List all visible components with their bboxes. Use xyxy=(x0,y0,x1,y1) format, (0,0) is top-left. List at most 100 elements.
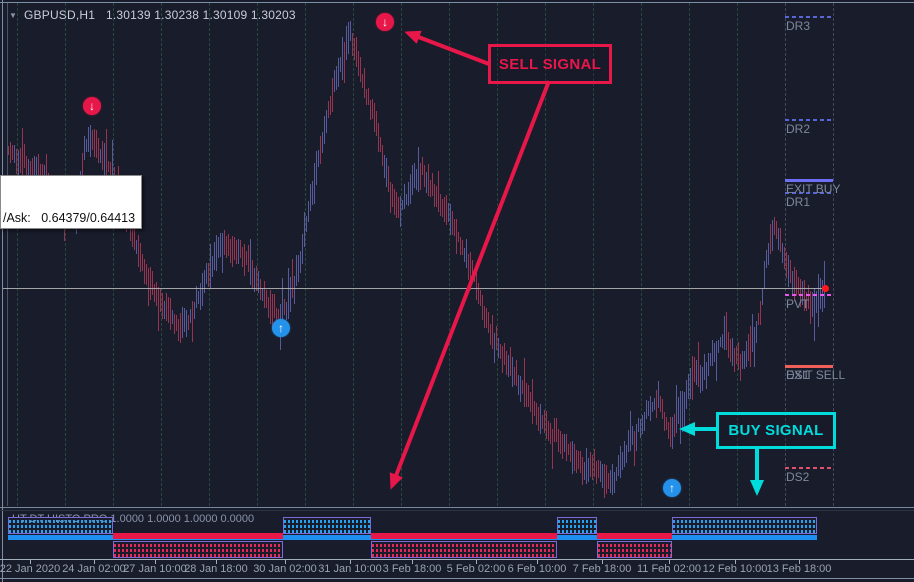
price-bar xyxy=(572,440,573,475)
time-label: 11 Feb 02:00 xyxy=(636,563,702,575)
price-bar xyxy=(580,450,581,474)
price-bar xyxy=(384,155,385,179)
down-arrow-icon: ↓ xyxy=(89,99,95,113)
price-bar xyxy=(778,227,779,251)
price-bar xyxy=(514,367,515,385)
time-tick xyxy=(537,560,538,564)
price-bar xyxy=(248,244,249,272)
histo-buy-block xyxy=(672,517,817,534)
price-bar xyxy=(344,41,345,83)
price-bar xyxy=(198,291,199,305)
price-bar xyxy=(622,451,623,470)
price-bar xyxy=(482,294,483,320)
price-bar xyxy=(330,95,331,116)
price-bar xyxy=(142,254,143,271)
price-bar xyxy=(644,412,645,432)
price-bar xyxy=(302,233,303,265)
price-bar xyxy=(626,445,627,464)
chart-left-edge xyxy=(7,3,8,506)
time-tick xyxy=(155,560,156,564)
price-bar xyxy=(428,164,429,197)
price-bar xyxy=(38,153,39,194)
price-bar xyxy=(478,283,479,304)
price-bar xyxy=(370,100,371,120)
price-bar xyxy=(818,273,819,328)
time-label: 27 Jan 10:00 xyxy=(123,563,187,575)
price-bar xyxy=(712,340,713,366)
pane-separator[interactable] xyxy=(0,507,914,508)
price-bar xyxy=(664,412,665,431)
price-bar xyxy=(586,448,587,484)
price-bar xyxy=(538,406,539,432)
price-bar xyxy=(214,242,215,270)
price-bar xyxy=(388,166,389,193)
sell-signal-box[interactable]: SELL SIGNAL xyxy=(488,44,612,84)
price-bar xyxy=(184,308,185,333)
level-label-dr2: DR2 xyxy=(786,122,811,136)
price-bar xyxy=(810,290,811,324)
price-bar xyxy=(442,199,443,218)
price-bar xyxy=(508,354,509,377)
price-bar xyxy=(222,233,223,274)
price-bar xyxy=(706,362,707,389)
price-bar xyxy=(100,149,101,164)
price-bar xyxy=(340,56,341,73)
price-bar xyxy=(238,238,239,264)
price-bar xyxy=(244,243,245,277)
price-bar xyxy=(468,253,469,280)
price-bar xyxy=(10,141,11,163)
buy-arrow-marker[interactable]: ↑ xyxy=(663,479,681,497)
price-bar xyxy=(772,220,773,251)
price-bar xyxy=(584,461,585,481)
price-bar xyxy=(770,224,771,254)
price-bar xyxy=(182,307,183,338)
price-bar xyxy=(294,275,295,304)
price-bar xyxy=(350,21,351,41)
price-bar xyxy=(276,308,277,326)
price-bar xyxy=(690,367,691,400)
period-separator xyxy=(161,3,162,506)
price-bar xyxy=(86,138,87,153)
price-bar xyxy=(640,419,641,438)
price-bar xyxy=(232,236,233,267)
price-bar xyxy=(600,461,601,483)
price-bar xyxy=(686,379,687,410)
price-bar xyxy=(486,307,487,329)
price-bar xyxy=(592,454,593,480)
price-bar xyxy=(364,68,365,98)
price-bar xyxy=(614,471,615,493)
price-bar xyxy=(208,262,209,288)
price-bar xyxy=(720,336,721,348)
price-bar xyxy=(284,298,285,316)
price-bar xyxy=(762,287,763,305)
price-bar xyxy=(292,259,293,299)
price-bar xyxy=(134,216,135,250)
period-separator xyxy=(209,3,210,506)
histo-sell-block xyxy=(371,541,557,558)
price-bar xyxy=(544,409,545,434)
time-tick xyxy=(412,560,413,564)
level-label-dr1: DR1 xyxy=(786,195,811,209)
price-bar xyxy=(380,136,381,153)
chevron-down-icon[interactable]: ▼ xyxy=(9,11,17,20)
sell-arrow-marker[interactable]: ↓ xyxy=(376,13,394,31)
price-bar xyxy=(462,239,463,255)
price-bar xyxy=(454,218,455,236)
price-bar xyxy=(434,183,435,208)
price-bar xyxy=(646,399,647,419)
last-price-dot xyxy=(822,285,829,292)
price-bar xyxy=(146,264,147,285)
sell-arrow-marker[interactable]: ↓ xyxy=(83,97,101,115)
buy-signal-box[interactable]: BUY SIGNAL xyxy=(716,412,836,449)
price-bar xyxy=(628,430,629,453)
price-bar xyxy=(348,22,349,54)
buy-arrow-marker[interactable]: ↑ xyxy=(272,319,290,337)
price-bar xyxy=(768,243,769,266)
price-bar xyxy=(596,461,597,485)
price-bar xyxy=(96,130,97,158)
price-bar xyxy=(734,347,735,373)
price-bar xyxy=(132,229,133,248)
price-bar xyxy=(618,454,619,477)
price-bar xyxy=(322,132,323,154)
